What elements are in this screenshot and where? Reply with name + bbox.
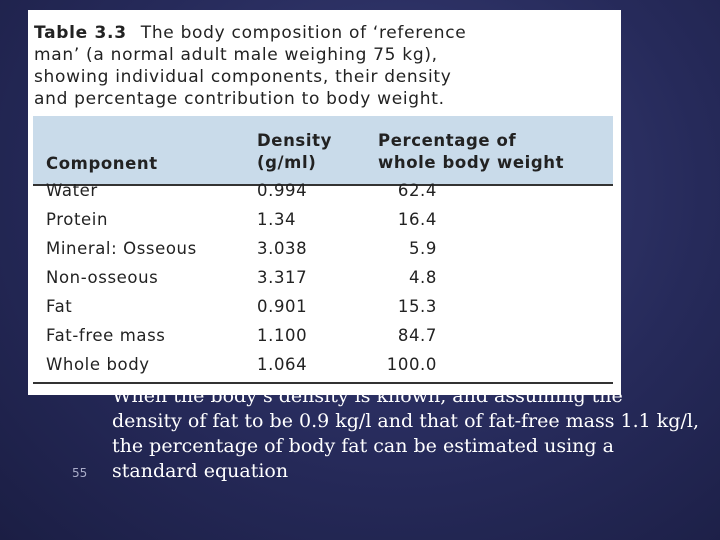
- cell-component: Protein: [46, 210, 109, 229]
- cell-density: 1.064: [257, 355, 308, 374]
- table-row: Non-osseous 3.317 4.8: [33, 263, 613, 292]
- cell-density: 3.038: [257, 239, 308, 258]
- table-row: Water 0.994 62.4: [33, 176, 613, 205]
- table-bottom-rule: [33, 382, 613, 384]
- body-line-1: When the body’s density is known, and as…: [112, 385, 623, 407]
- caption-line-3: showing individual components, their den…: [34, 67, 452, 87]
- caption-line-2: man’ (a normal adult male weighing 75 kg…: [34, 45, 438, 65]
- cell-density: 3.317: [257, 268, 308, 287]
- table-image-panel: Table 3.3 The body composition of ‘refere…: [28, 10, 621, 395]
- cell-component: Whole body: [46, 355, 150, 374]
- header-component: Component: [46, 154, 158, 173]
- header-density: Density (g/ml): [257, 130, 332, 174]
- cell-percentage: 84.7: [397, 326, 437, 345]
- table-caption: Table 3.3 The body composition of ‘refere…: [34, 22, 614, 110]
- header-percentage-line-2: whole body weight: [378, 153, 565, 172]
- table-row: Mineral: Osseous 3.038 5.9: [33, 234, 613, 263]
- body-line-4: standard equation: [112, 460, 289, 482]
- caption-text-1: The body composition of ‘reference: [140, 23, 467, 43]
- table-row: Fat 0.901 15.3: [33, 292, 613, 321]
- cell-percentage: 62.4: [397, 181, 437, 200]
- table-top-rule: [33, 184, 613, 186]
- header-percentage: Percentage of whole body weight: [378, 130, 564, 174]
- cell-component: Mineral: Osseous: [46, 239, 197, 258]
- header-density-line-2: (g/ml): [257, 153, 317, 172]
- cell-component: Fat: [46, 297, 73, 316]
- cell-component: Water: [46, 181, 98, 200]
- cell-density: 0.994: [257, 181, 308, 200]
- body-line-2: density of fat to be 0.9 kg/l and that o…: [112, 410, 699, 432]
- cell-percentage: 15.3: [397, 297, 437, 316]
- cell-percentage: 16.4: [397, 210, 437, 229]
- cell-percentage: 5.9: [408, 239, 437, 258]
- table-header: Component Density (g/ml) Percentage of w…: [33, 116, 613, 184]
- cell-density: 1.34: [257, 210, 297, 229]
- cell-density: 1.100: [257, 326, 308, 345]
- caption-line-1: Table 3.3 The body composition of ‘refere…: [34, 22, 614, 44]
- body-line-3: the percentage of body fat can be estima…: [112, 435, 614, 457]
- cell-percentage: 4.8: [408, 268, 437, 287]
- table-row: Fat-free mass 1.100 84.7: [33, 321, 613, 350]
- slide-body-text: When the body’s density is known, and as…: [112, 384, 712, 484]
- slide-number: 55: [72, 466, 88, 480]
- caption-line-4: and percentage contribution to body weig…: [34, 89, 445, 109]
- table-row: Protein 1.34 16.4: [33, 205, 613, 234]
- table-row: Whole body 1.064 100.0: [33, 350, 613, 379]
- cell-density: 0.901: [257, 297, 308, 316]
- table-number: Table 3.3: [34, 23, 127, 43]
- header-density-line-1: Density: [257, 131, 332, 150]
- header-percentage-line-1: Percentage of: [378, 131, 517, 150]
- cell-component: Fat-free mass: [46, 326, 166, 345]
- cell-component: Non-osseous: [46, 268, 159, 287]
- cell-percentage: 100.0: [386, 355, 437, 374]
